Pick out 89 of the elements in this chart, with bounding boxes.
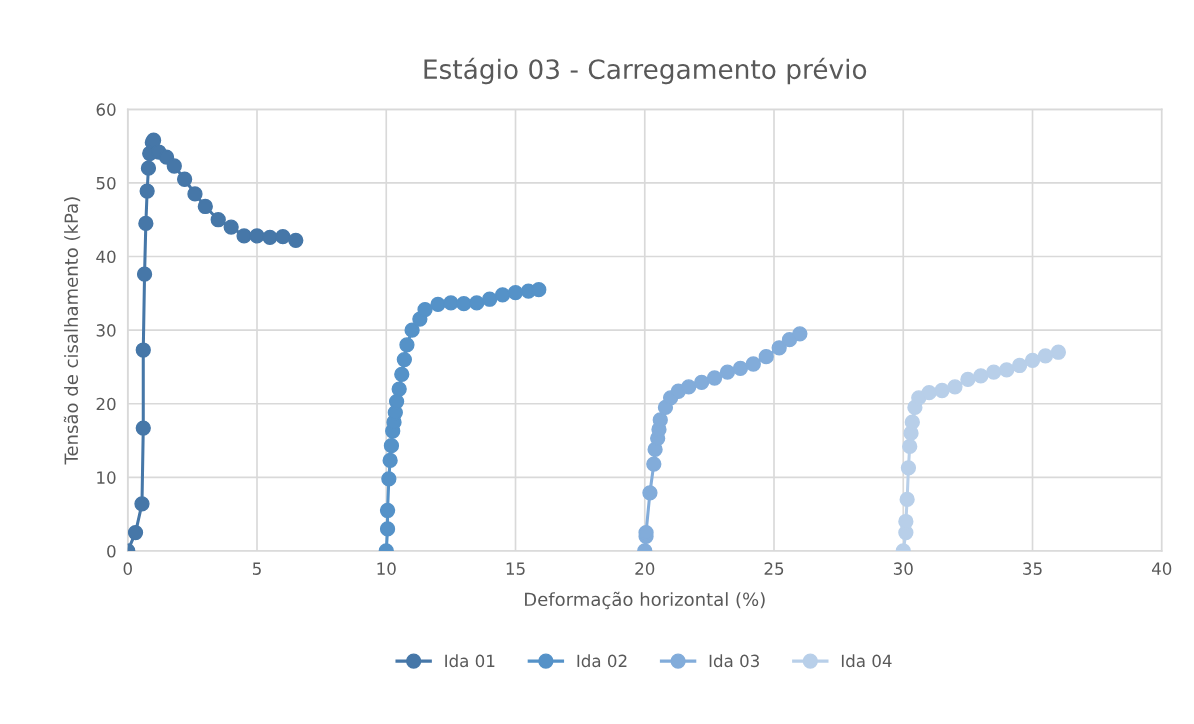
point [1037, 348, 1054, 364]
point [382, 452, 398, 469]
y-tick-label: 30 [96, 324, 116, 337]
point [166, 158, 182, 174]
point [456, 296, 472, 312]
point [986, 364, 1002, 380]
point [482, 291, 498, 307]
point [288, 232, 304, 248]
point [391, 381, 407, 397]
point [262, 229, 278, 246]
point [681, 379, 697, 395]
point [1050, 344, 1067, 360]
point [1024, 352, 1041, 368]
point [960, 371, 976, 388]
point [973, 368, 989, 384]
point [139, 183, 155, 199]
point [388, 393, 405, 410]
point [900, 460, 917, 476]
point [999, 362, 1015, 378]
point [469, 295, 485, 311]
point [138, 215, 154, 232]
legend-label: Ida 01 [445, 654, 495, 668]
point [899, 491, 915, 508]
point [379, 502, 396, 519]
x-tick-label: 40 [1151, 562, 1172, 575]
y-tick-label: 10 [97, 471, 116, 484]
x-tick-label: 5 [252, 562, 261, 575]
point [745, 356, 761, 372]
point [249, 228, 265, 244]
point [197, 198, 213, 215]
point [275, 229, 291, 245]
point [947, 379, 963, 395]
point [399, 337, 415, 353]
x-axis-title: Deformação horizontal (%) [525, 591, 765, 610]
y-tick-label: 40 [96, 250, 116, 264]
point [404, 322, 420, 338]
point [646, 456, 662, 472]
point [1011, 357, 1028, 374]
x-tick-label: 15 [506, 562, 525, 575]
point [394, 366, 410, 382]
point [693, 374, 710, 391]
y-axis-title: Tensão de cisalhamento (kPa) [63, 197, 81, 465]
point [719, 364, 736, 380]
point [921, 385, 937, 401]
legend-label: Ida 03 [709, 654, 759, 668]
x-tick-label: 10 [377, 562, 396, 575]
point [417, 301, 433, 318]
point [902, 438, 918, 455]
point [383, 438, 400, 454]
point [379, 521, 396, 537]
y-tick-label: 20 [96, 397, 116, 411]
point [430, 296, 446, 313]
x-tick-label: 30 [893, 562, 913, 575]
point [236, 228, 252, 244]
point [494, 287, 511, 303]
point [381, 471, 397, 487]
point [706, 370, 723, 386]
point [531, 282, 547, 298]
point [135, 342, 151, 358]
x-tick-label: 25 [764, 562, 784, 575]
x-tick-label: 0 [123, 562, 132, 575]
point [934, 382, 950, 399]
point [792, 326, 808, 342]
point [134, 496, 150, 512]
point [135, 420, 151, 436]
point [140, 160, 157, 176]
point [507, 284, 524, 301]
y-tick-label: 60 [96, 103, 116, 116]
point [176, 171, 193, 187]
legend-label: Ida 04 [841, 654, 892, 668]
point [187, 186, 203, 202]
point [223, 219, 239, 235]
point [904, 414, 920, 430]
point [758, 349, 774, 365]
legend-label: Ida 02 [577, 654, 627, 668]
point [443, 295, 459, 311]
point [771, 340, 787, 356]
point [210, 212, 226, 228]
point [642, 485, 658, 501]
x-tick-label: 35 [1023, 562, 1042, 575]
point [396, 351, 412, 368]
point [732, 360, 749, 377]
point [652, 412, 668, 428]
point [136, 266, 153, 282]
chart-title: Estágio 03 - Carregamento prévio [424, 57, 867, 85]
y-tick-label: 0 [107, 544, 116, 558]
y-tick-label: 50 [96, 176, 116, 190]
x-tick-label: 20 [635, 562, 655, 575]
point [127, 524, 144, 541]
